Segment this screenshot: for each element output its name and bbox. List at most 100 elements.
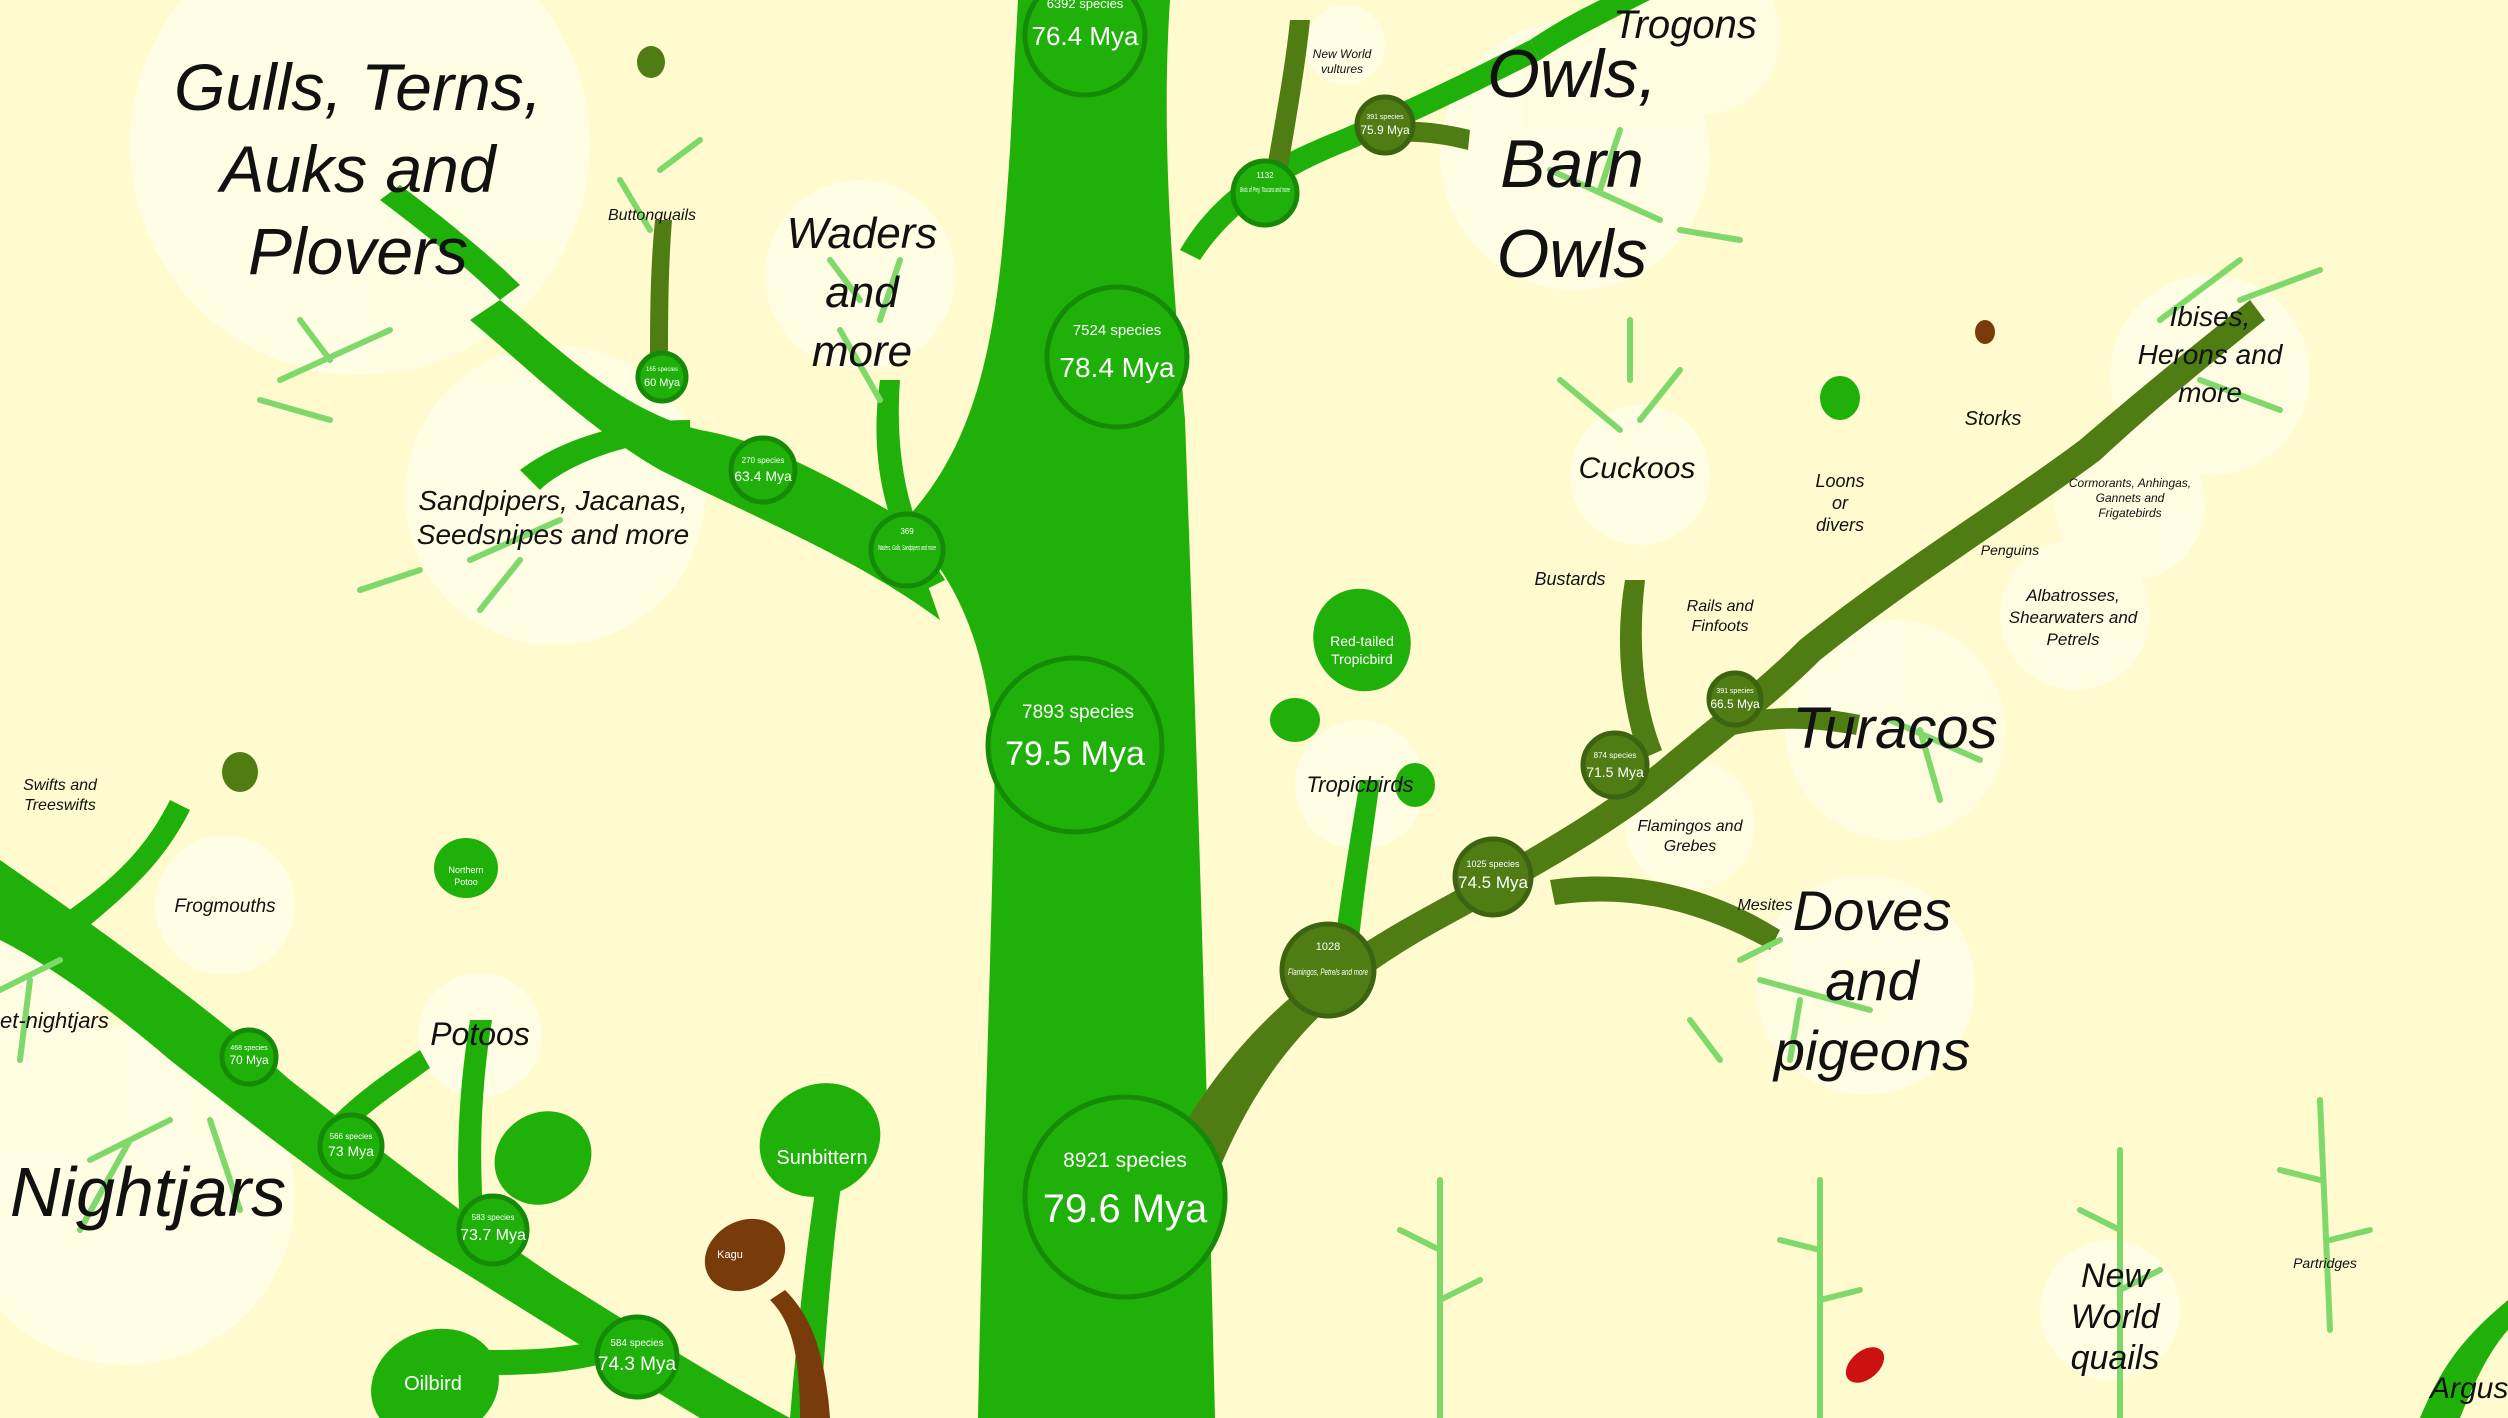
label-sandpipers[interactable]: Sandpipers, Jacanas, Seedsnipes and more — [417, 485, 689, 550]
label-sunbittern[interactable]: Sunbittern — [776, 1147, 867, 1169]
label-buttonquails[interactable]: Buttonquails — [608, 207, 696, 224]
node-age-label: 74.3 Mya — [598, 1354, 677, 1375]
node-270[interactable]: 270 species 63.4 Mya — [728, 435, 798, 505]
svg-text:Finfoots: Finfoots — [1692, 618, 1749, 635]
label-turacos[interactable]: Turacos — [1792, 696, 1997, 761]
svg-text:Seedsnipes and more: Seedsnipes and more — [417, 519, 689, 550]
node-7524[interactable]: 7524 species 78.4 Mya — [1044, 284, 1190, 430]
svg-text:or: or — [1832, 493, 1849, 513]
svg-text:Red-tailed: Red-tailed — [1330, 633, 1394, 649]
svg-text:Ibises,: Ibises, — [2170, 301, 2251, 332]
label-potoos[interactable]: Potoos — [430, 1016, 530, 1052]
node-583[interactable]: 583 species 73.7 Mya — [456, 1193, 530, 1267]
node-species-label: 369 — [900, 527, 914, 536]
svg-text:more: more — [812, 327, 912, 376]
node-8921[interactable]: 8921 species 79.6 Mya — [1022, 1094, 1228, 1300]
label-rails-finfoots[interactable]: Rails and Finfoots — [1687, 598, 1755, 635]
node-7893[interactable]: 7893 species 79.5 Mya — [985, 655, 1165, 835]
svg-text:Barn: Barn — [1500, 126, 1644, 202]
node-165[interactable]: 165 species 60 Mya — [635, 350, 689, 404]
label-trogons[interactable]: Trogons — [1613, 3, 1757, 47]
label-owls[interactable]: Owls, Barn Owls — [1487, 36, 1657, 292]
svg-text:Potoo: Potoo — [454, 877, 478, 887]
node-1025[interactable]: 1025 species 74.5 Mya — [1452, 836, 1534, 918]
label-argus[interactable]: Argus — [2428, 1372, 2508, 1405]
label-kagu[interactable]: Kagu — [717, 1249, 743, 1261]
label-penguins[interactable]: Penguins — [1981, 542, 2039, 558]
node-species-label: 1028 — [1316, 941, 1340, 953]
node-age-label: 66.5 Mya — [1710, 697, 1760, 711]
svg-text:Cormorants, Anhingas,: Cormorants, Anhingas, — [2069, 476, 2191, 490]
svg-text:New: New — [2081, 1257, 2151, 1295]
clade-halos — [0, 0, 2310, 1380]
label-new-world-vultures[interactable]: New World vultures — [1313, 47, 1372, 76]
node-species-label: 7524 species — [1073, 322, 1161, 339]
svg-text:and: and — [825, 268, 900, 317]
node-age-label: 73.7 Mya — [460, 1227, 526, 1244]
label-nightjars[interactable]: Nightjars — [10, 1153, 286, 1231]
node-369[interactable]: 369 Waders, Gulls, Sandpipers and more — [868, 511, 946, 589]
label-gulls-terns-auks-plovers[interactable]: Gulls, Terns, Auks and Plovers — [174, 50, 542, 288]
node-species-label: 583 species — [472, 1213, 515, 1222]
svg-text:Auks and: Auks and — [216, 132, 497, 206]
node-age-label: 73 Mya — [328, 1143, 374, 1159]
node-age-label: 79.6 Mya — [1043, 1187, 1208, 1231]
label-swifts-treeswifts[interactable]: Swifts and Treeswifts — [23, 777, 98, 814]
label-ibises[interactable]: Ibises, Herons and more — [2138, 301, 2284, 408]
label-cormorants[interactable]: Cormorants, Anhingas, Gannets and Frigat… — [2069, 476, 2191, 520]
node-584[interactable]: 584 species 74.3 Mya — [594, 1314, 680, 1400]
svg-text:New World: New World — [1313, 47, 1372, 61]
svg-text:Flamingos and: Flamingos and — [1638, 818, 1744, 835]
node-566[interactable]: 566 species 73 Mya — [317, 1112, 385, 1180]
node-468[interactable]: 468 species 70 Mya — [219, 1027, 279, 1087]
svg-text:Sandpipers, Jacanas,: Sandpipers, Jacanas, — [418, 485, 687, 516]
svg-text:vultures: vultures — [1321, 62, 1363, 76]
label-red-tailed-tropicbird[interactable]: Red-tailed Tropicbird — [1330, 633, 1394, 667]
node-874[interactable]: 874 species 71.5 Mya — [1580, 730, 1650, 800]
node-species-label: 8921 species — [1063, 1149, 1187, 1172]
node-desc-label: Waders, Gulls, Sandpipers and more — [878, 545, 936, 552]
label-loons[interactable]: Loons or divers — [1815, 471, 1864, 535]
node-species-label: 270 species — [742, 456, 785, 465]
svg-text:Doves: Doves — [1793, 879, 1952, 942]
svg-text:Owls: Owls — [1496, 216, 1647, 292]
node-age-label: 60 Mya — [644, 377, 681, 389]
svg-text:Albatrosses,: Albatrosses, — [2025, 586, 2120, 605]
node-1028[interactable]: 1028 Flamingos, Petrels and more — [1279, 921, 1377, 1019]
label-oilbird[interactable]: Oilbird — [404, 1373, 462, 1395]
node-391b[interactable]: 391 species 66.5 Mya — [1706, 670, 1764, 728]
node-age-label: 71.5 Mya — [1586, 764, 1644, 780]
svg-text:Grebes: Grebes — [1664, 838, 1716, 855]
node-species-label: 1132 — [1256, 171, 1274, 180]
node-6392[interactable]: 6392 species 76.4 Mya — [1022, 0, 1148, 98]
node-species-label: 7893 species — [1022, 702, 1134, 723]
label-partridges[interactable]: Partridges — [2293, 1255, 2357, 1271]
label-waders-and-more[interactable]: Waders and more — [787, 209, 938, 376]
node-species-label: 391 species — [1716, 688, 1754, 695]
label-flamingos-grebes[interactable]: Flamingos and Grebes — [1638, 818, 1744, 855]
twigs — [0, 127, 2373, 1418]
node-391[interactable]: 391 species 75.9 Mya — [1354, 94, 1416, 156]
svg-text:more: more — [2178, 377, 2242, 408]
label-new-world-quails[interactable]: New World quails — [2071, 1257, 2161, 1377]
label-bustards[interactable]: Bustards — [1534, 569, 1605, 589]
label-doves-pigeons[interactable]: Doves and pigeons — [1772, 879, 1970, 1082]
svg-text:Shearwaters and: Shearwaters and — [2009, 608, 2138, 627]
node-1132[interactable]: 1132 Birds of Prey, Toucans and more — [1230, 158, 1300, 228]
label-tropicbirds[interactable]: Tropicbirds — [1306, 772, 1413, 797]
node-desc-label: Birds of Prey, Toucans and more — [1240, 187, 1290, 194]
node-species-label: 391 species — [1366, 114, 1404, 121]
label-northern-potoo[interactable]: Northern Potoo — [448, 865, 483, 887]
label-albatrosses[interactable]: Albatrosses, Shearwaters and Petrels — [2009, 586, 2138, 649]
node-desc-label: Flamingos, Petrels and more — [1288, 967, 1368, 977]
label-cuckoos[interactable]: Cuckoos — [1579, 452, 1696, 485]
node-species-label: 165 species — [646, 367, 678, 373]
label-owlet-nightjars[interactable]: et-nightjars — [0, 1008, 109, 1033]
svg-text:Northern: Northern — [448, 865, 483, 875]
label-frogmouths[interactable]: Frogmouths — [174, 896, 276, 917]
svg-text:quails: quails — [2071, 1339, 2160, 1377]
label-mesites[interactable]: Mesites — [1737, 897, 1792, 914]
label-storks[interactable]: Storks — [1965, 408, 2022, 430]
svg-text:Gulls, Terns,: Gulls, Terns, — [174, 50, 542, 124]
